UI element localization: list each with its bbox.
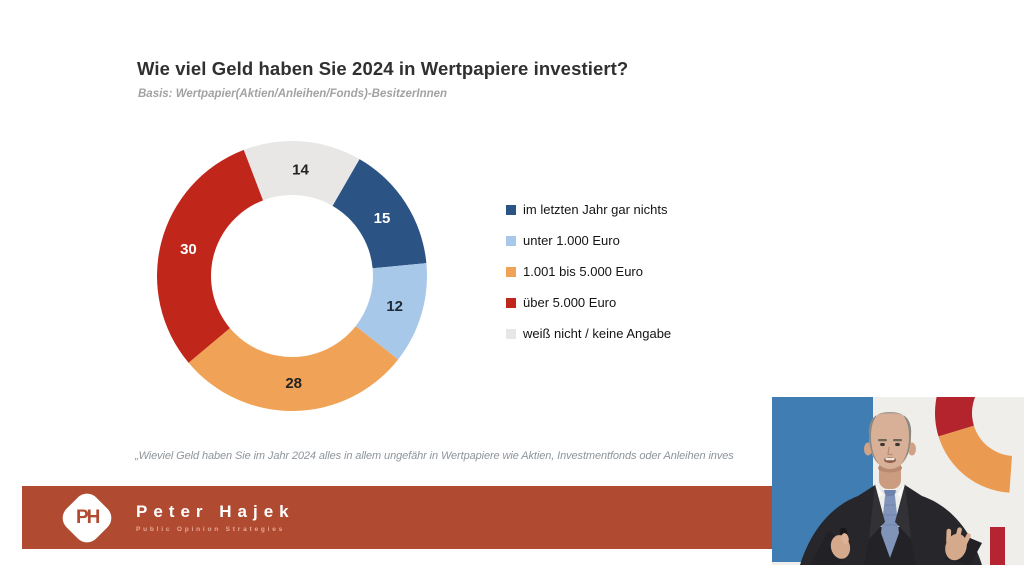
donut-slice-value-0: 15 [374, 210, 391, 227]
logo-monogram: PH [75, 506, 99, 528]
legend-item-0: im letzten Jahr gar nichts [506, 199, 671, 220]
video-arc-red [935, 397, 976, 437]
peter-hajek-logo-icon: PH [57, 487, 117, 548]
video-background-red-bar [990, 527, 1005, 565]
donut-slice-value-3: 30 [180, 241, 197, 258]
brand-block: Peter Hajek Public Opinion Strategies [136, 502, 295, 533]
legend-label: unter 1.000 Euro [523, 233, 620, 248]
legend-label: weiß nicht / keine Angabe [523, 326, 672, 341]
brand-name: Peter Hajek [136, 502, 295, 521]
legend-swatch-icon [506, 204, 516, 215]
legend-swatch-icon [506, 266, 516, 277]
donut-slice-value-4: 14 [292, 161, 309, 178]
chart-basis-note: Basis: Wertpapier(Aktien/Anleihen/Fonds)… [138, 88, 448, 100]
chart-legend: im letzten Jahr gar nichts unter 1.000 Eu… [506, 199, 671, 354]
speaker-video-overlay [772, 397, 1024, 565]
brand-tagline: Public Opinion Strategies [136, 526, 286, 533]
legend-swatch-icon [506, 297, 516, 308]
donut-slice-0 [332, 159, 427, 269]
donut-slice-4 [243, 141, 360, 206]
legend-swatch-icon [506, 328, 516, 339]
donut-slice-3 [157, 149, 264, 363]
video-background-donut-arc [935, 397, 1013, 493]
donut-chart: 15 12 28 30 14 [157, 141, 427, 411]
legend-label: über 5.000 Euro [523, 295, 617, 310]
survey-question-footnote: „Wieviel Geld haben Sie im Jahr 2024 all… [135, 450, 734, 462]
donut-slice-value-1: 12 [386, 298, 403, 315]
donut-slice-value-2: 28 [285, 375, 302, 392]
donut-slice-1 [355, 263, 427, 360]
legend-item-4: weiß nicht / keine Angabe [506, 323, 671, 344]
speaker-figure [800, 412, 982, 565]
donut-slice-2 [188, 326, 399, 411]
legend-label: 1.001 bis 5.000 Euro [523, 264, 643, 279]
footer-brand-bar: PH Peter Hajek Public Opinion Strategies [22, 486, 772, 549]
legend-item-3: über 5.000 Euro [506, 292, 671, 313]
video-arc-orange [938, 425, 1013, 493]
legend-swatch-icon [506, 235, 516, 246]
legend-label: im letzten Jahr gar nichts [523, 202, 668, 217]
page-title: Wie viel Geld haben Sie 2024 in Wertpapi… [137, 58, 629, 79]
legend-item-1: unter 1.000 Euro [506, 230, 671, 251]
legend-item-2: 1.001 bis 5.000 Euro [506, 261, 671, 282]
